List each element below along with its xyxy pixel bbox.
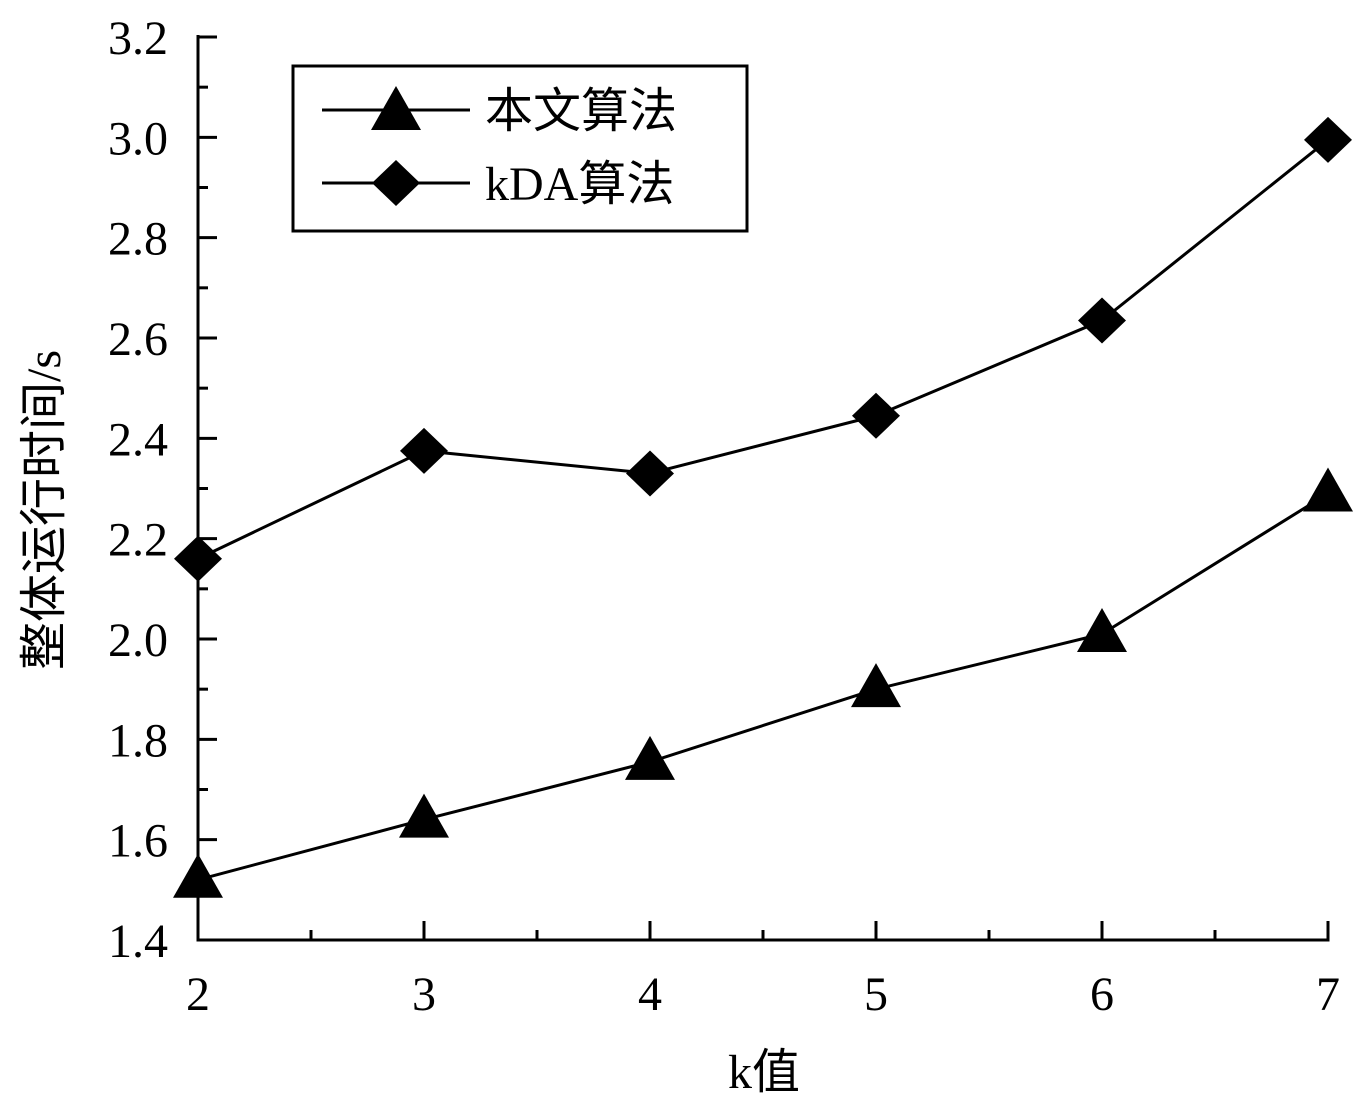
series-triangle bbox=[173, 467, 1353, 898]
y-ticks: 1.4 1.6 1.8 2.0 2.2 2.4 2.6 2.8 3.0 3.2 bbox=[108, 12, 217, 968]
x-axis-label: k值 bbox=[728, 1046, 800, 1099]
data-point-diamond bbox=[1304, 116, 1352, 163]
x-ticks: 2 3 4 5 6 7 bbox=[186, 921, 1340, 1021]
y-tick-label: 2.6 bbox=[108, 313, 168, 366]
y-tick-label: 2.4 bbox=[108, 413, 168, 466]
y-axis-label: 整体运行时间/s bbox=[18, 350, 71, 670]
y-tick-label: 2.8 bbox=[108, 213, 168, 266]
y-tick-label: 2.2 bbox=[108, 514, 168, 567]
series-layer bbox=[173, 116, 1353, 898]
legend-label-ours: 本文算法 bbox=[485, 85, 677, 138]
y-tick-label: 1.4 bbox=[108, 915, 168, 968]
legend-entry-ours: 本文算法 bbox=[322, 85, 677, 138]
y-tick-label: 3.2 bbox=[108, 12, 168, 65]
legend-marker-triangle bbox=[371, 86, 421, 130]
legend-entry-kda: kDA算法 bbox=[322, 158, 674, 211]
series-diamond bbox=[174, 116, 1352, 582]
data-point-triangle bbox=[173, 853, 223, 898]
data-point-triangle bbox=[1077, 607, 1127, 652]
y-tick-label: 1.6 bbox=[108, 815, 168, 868]
data-point-diamond bbox=[174, 535, 222, 582]
x-tick-label: 5 bbox=[864, 968, 888, 1021]
data-point-triangle bbox=[399, 793, 449, 838]
legend: 本文算法 kDA算法 bbox=[291, 64, 749, 233]
data-point-triangle bbox=[851, 663, 901, 708]
data-point-triangle bbox=[1303, 467, 1353, 512]
data-point-diamond bbox=[400, 427, 448, 474]
series-line-triangle bbox=[197, 492, 1329, 882]
y-tick-label: 1.8 bbox=[108, 714, 168, 767]
legend-box bbox=[291, 64, 749, 233]
x-tick-label: 6 bbox=[1090, 968, 1114, 1021]
data-point-triangle bbox=[625, 735, 675, 780]
x-tick-label: 2 bbox=[186, 968, 210, 1021]
y-tick-label: 3.0 bbox=[108, 112, 168, 165]
data-point-diamond bbox=[1078, 297, 1126, 344]
data-point-diamond bbox=[626, 450, 674, 497]
y-tick-label: 2.0 bbox=[108, 614, 168, 667]
x-tick-label: 3 bbox=[412, 968, 436, 1021]
legend-label-kda: kDA算法 bbox=[485, 158, 674, 211]
x-tick-label: 7 bbox=[1316, 968, 1340, 1021]
x-tick-label: 4 bbox=[638, 968, 662, 1021]
series-line-diamond bbox=[197, 138, 1329, 561]
legend-marker-diamond bbox=[372, 160, 420, 206]
data-point-diamond bbox=[852, 392, 900, 439]
